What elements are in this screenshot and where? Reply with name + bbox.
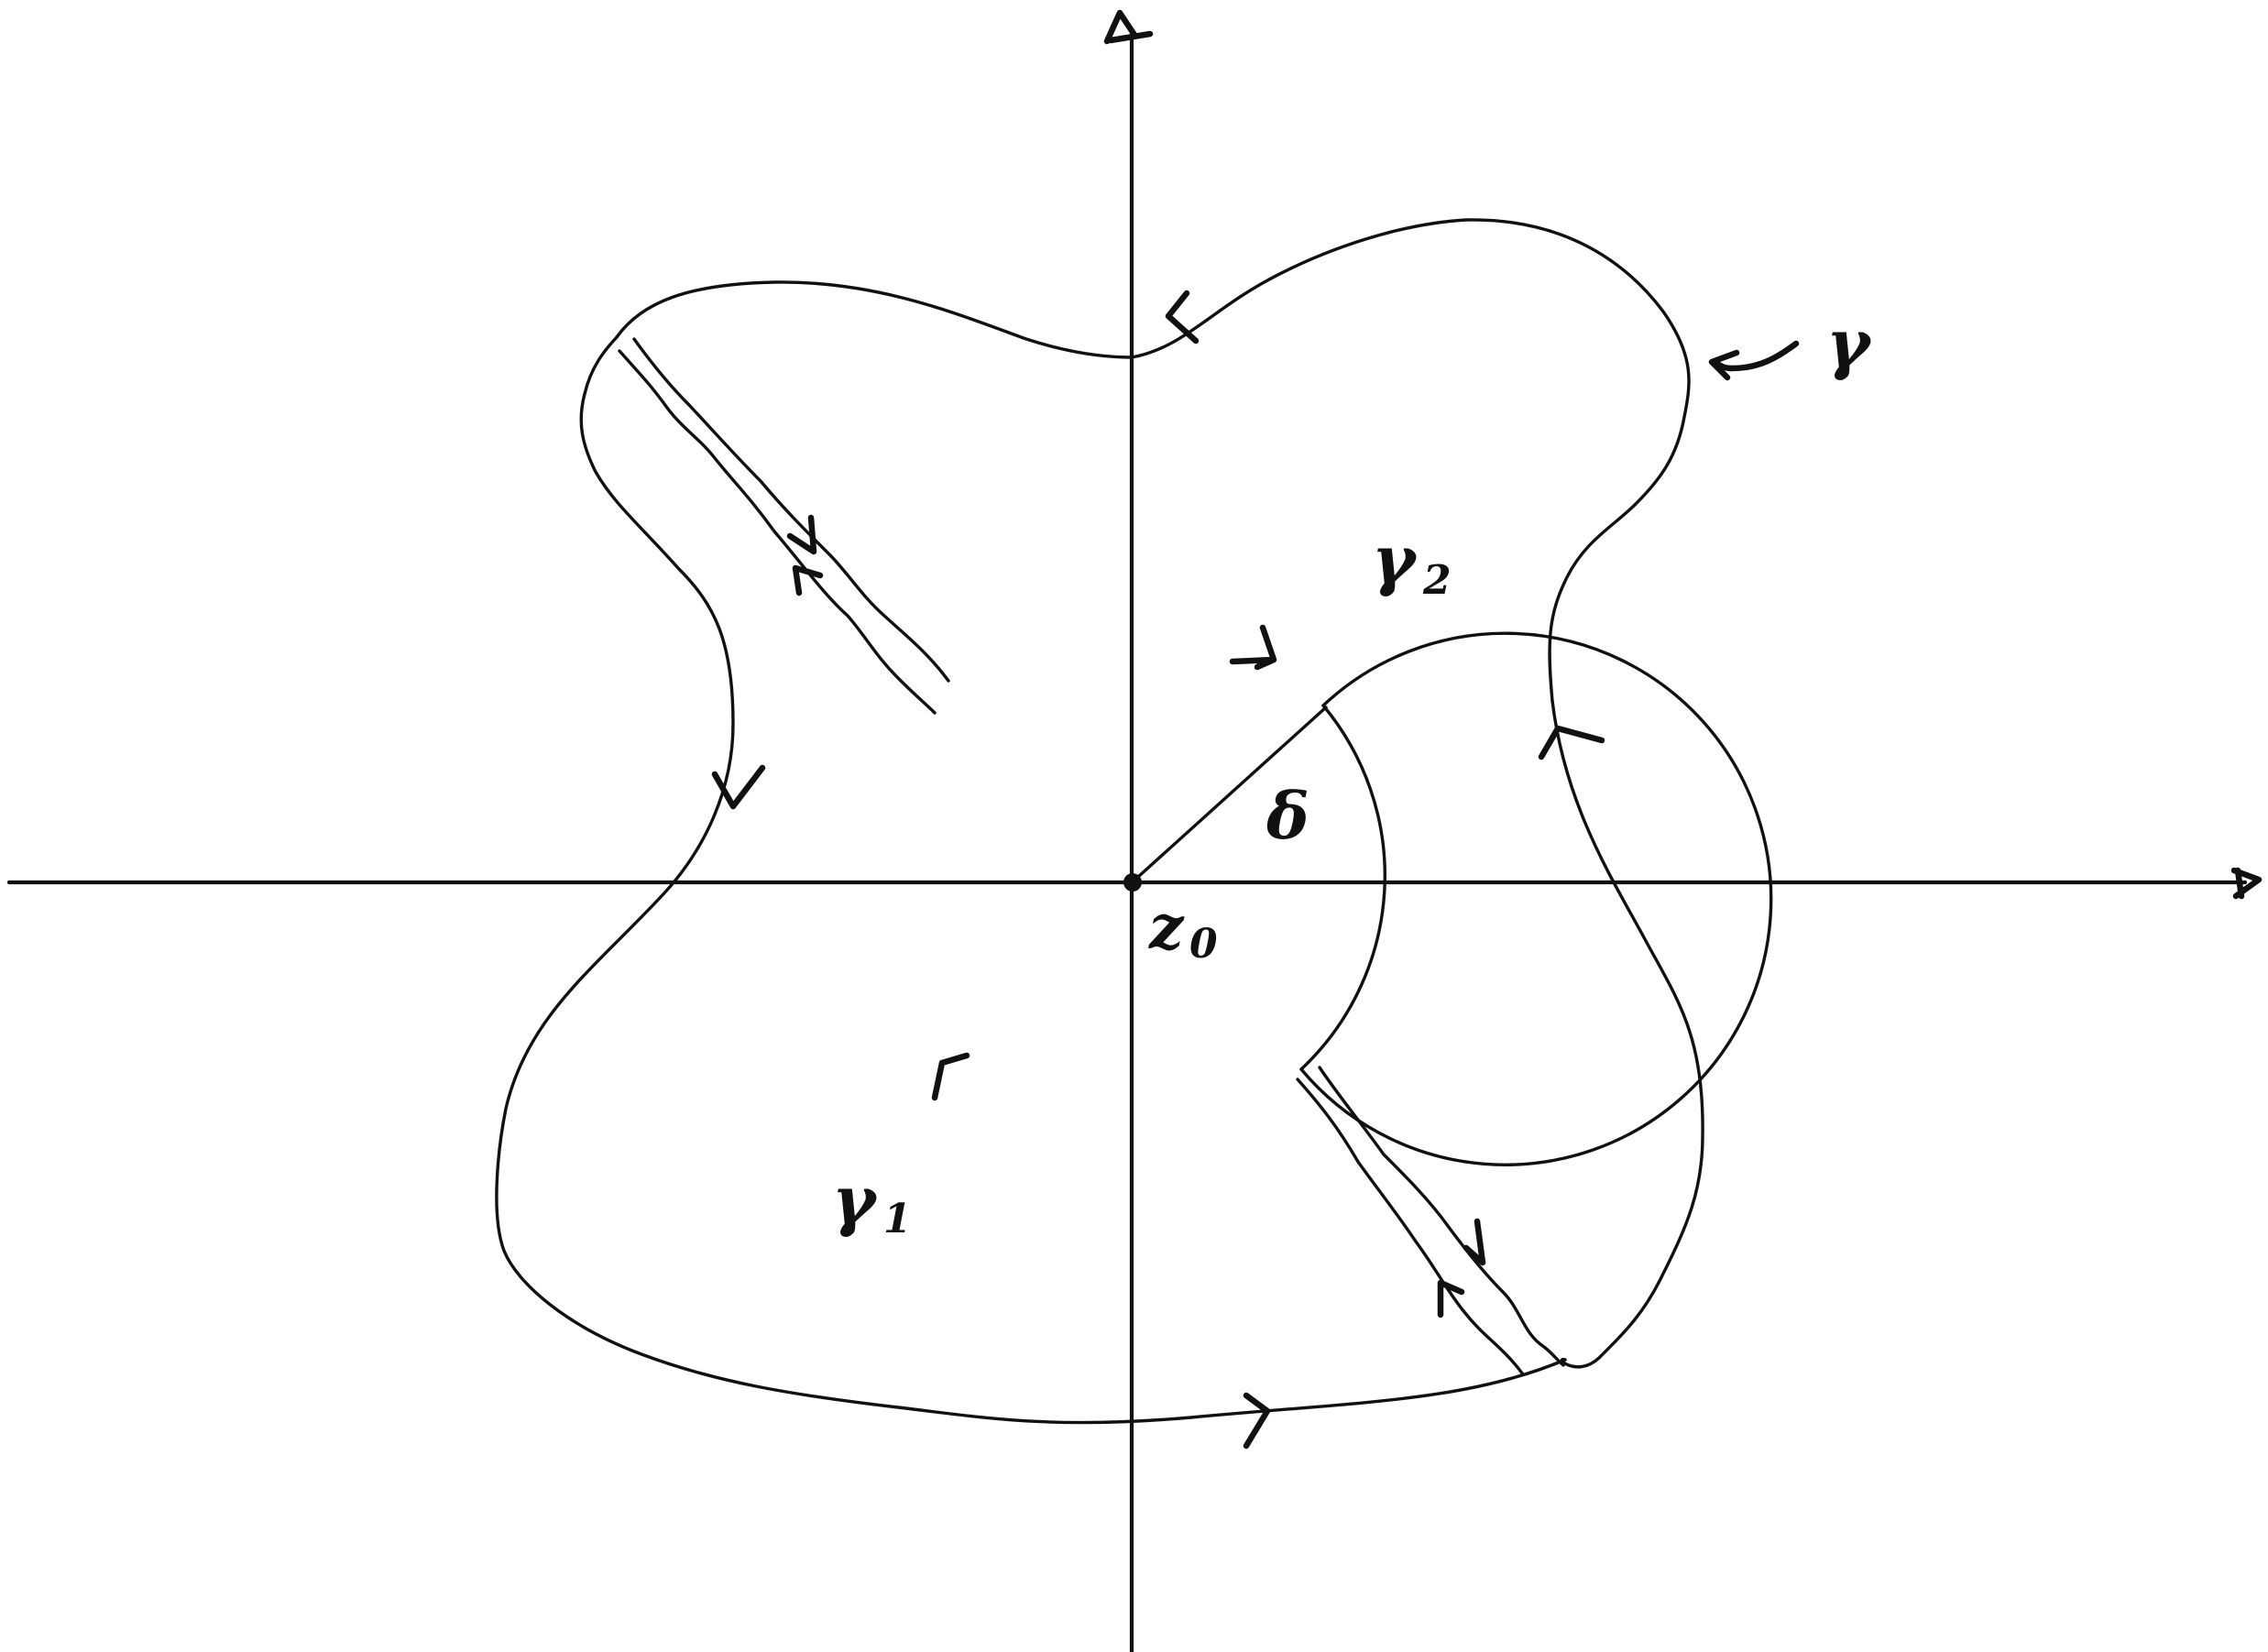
- chevron-icon-left: [711, 764, 766, 810]
- x-axis-arrowhead: [2230, 867, 2263, 900]
- label-gamma1-sub: 1: [883, 1196, 912, 1242]
- lower-right-cut-arrow-up: [1437, 1279, 1465, 1318]
- direction-arrows: [711, 290, 1605, 1450]
- label-gamma: γ: [1826, 304, 1873, 382]
- arrow-left-icon: [1708, 340, 1800, 381]
- inner-circle: [1136, 631, 1773, 1166]
- lower-right-cut-arrow-down: [1463, 1218, 1486, 1266]
- upper-left-cut-line-a: [618, 349, 937, 715]
- chevron-icon-top: [1165, 290, 1200, 345]
- label-delta: δ: [1265, 778, 1309, 854]
- label-z: z: [1148, 892, 1185, 963]
- label-z-sub: 0: [1189, 921, 1218, 968]
- chevron-icon-right: [1538, 725, 1605, 760]
- upper-left-cut: [618, 337, 950, 715]
- label-gamma1-group: γ 1: [832, 1161, 912, 1242]
- upper-left-cut-arrow-up: [792, 564, 824, 596]
- axes: [6, 9, 2263, 1652]
- label-z0-group: z 0: [1148, 892, 1218, 968]
- outer-contour-gamma: [495, 218, 1704, 1425]
- outer-contour-lower-right: [1550, 699, 1704, 1369]
- radius-line: [1136, 706, 1328, 879]
- chevron-icon-circle-top: [1229, 624, 1277, 671]
- lower-right-cut-line-b: [1318, 1066, 1565, 1367]
- inner-circle-arc-top-right: [1299, 704, 1386, 1071]
- inner-circle-arc-main: [1299, 631, 1773, 1166]
- center-point-z0: [1123, 873, 1142, 892]
- lower-right-cut: [1296, 1066, 1565, 1376]
- lower-right-cut-line-a: [1296, 1078, 1525, 1376]
- upper-left-cut-arrow-down: [786, 514, 817, 555]
- label-gamma1: γ: [832, 1161, 879, 1239]
- label-gamma2: γ: [1372, 520, 1419, 598]
- upper-left-cut-line-b: [632, 337, 950, 683]
- y-axis-arrowhead: [1103, 9, 1154, 45]
- pointer-arrow-head: [1708, 349, 1740, 381]
- label-gamma2-sub: 2: [1422, 557, 1452, 604]
- outer-contour-upper-left: [615, 218, 1691, 703]
- outer-contour-bottom: [495, 335, 1567, 1425]
- chevron-icon-circle-bottom: [931, 1052, 970, 1101]
- label-gamma2-group: γ 2: [1372, 520, 1452, 604]
- chevron-icon-bottom: [1243, 1392, 1271, 1450]
